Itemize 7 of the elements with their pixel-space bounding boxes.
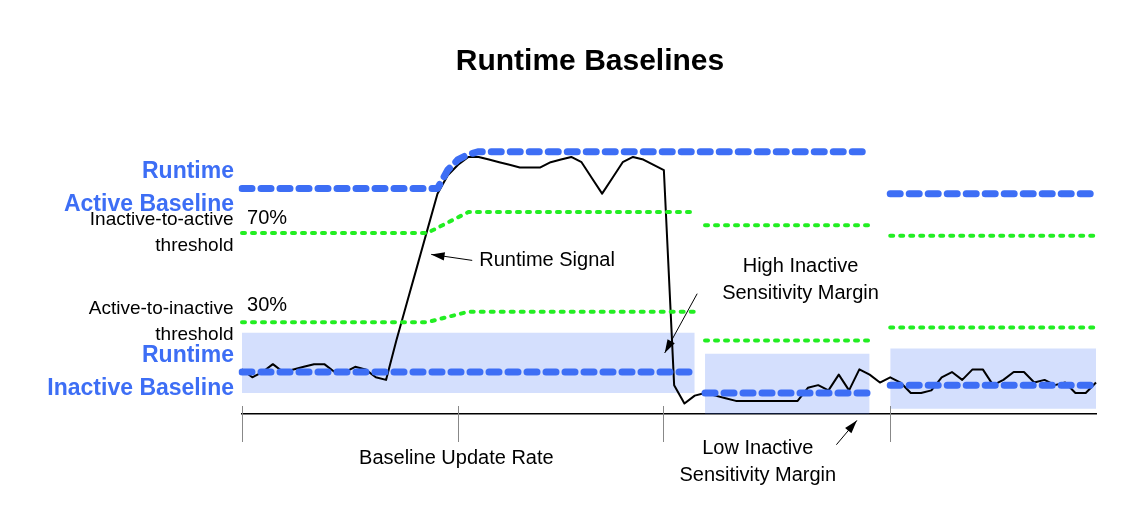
annotation: 30% [247,292,288,315]
legend-label: Runtime Signal [479,247,615,270]
annotation: High Inactive Sensitivity Margin [722,253,879,303]
chart-title: Runtime Baselines [455,43,725,77]
text: Low Inactive Sensitivity Margin [679,436,837,486]
annotation: 70% [247,206,288,229]
text: Baseline Update Rate [359,446,554,469]
